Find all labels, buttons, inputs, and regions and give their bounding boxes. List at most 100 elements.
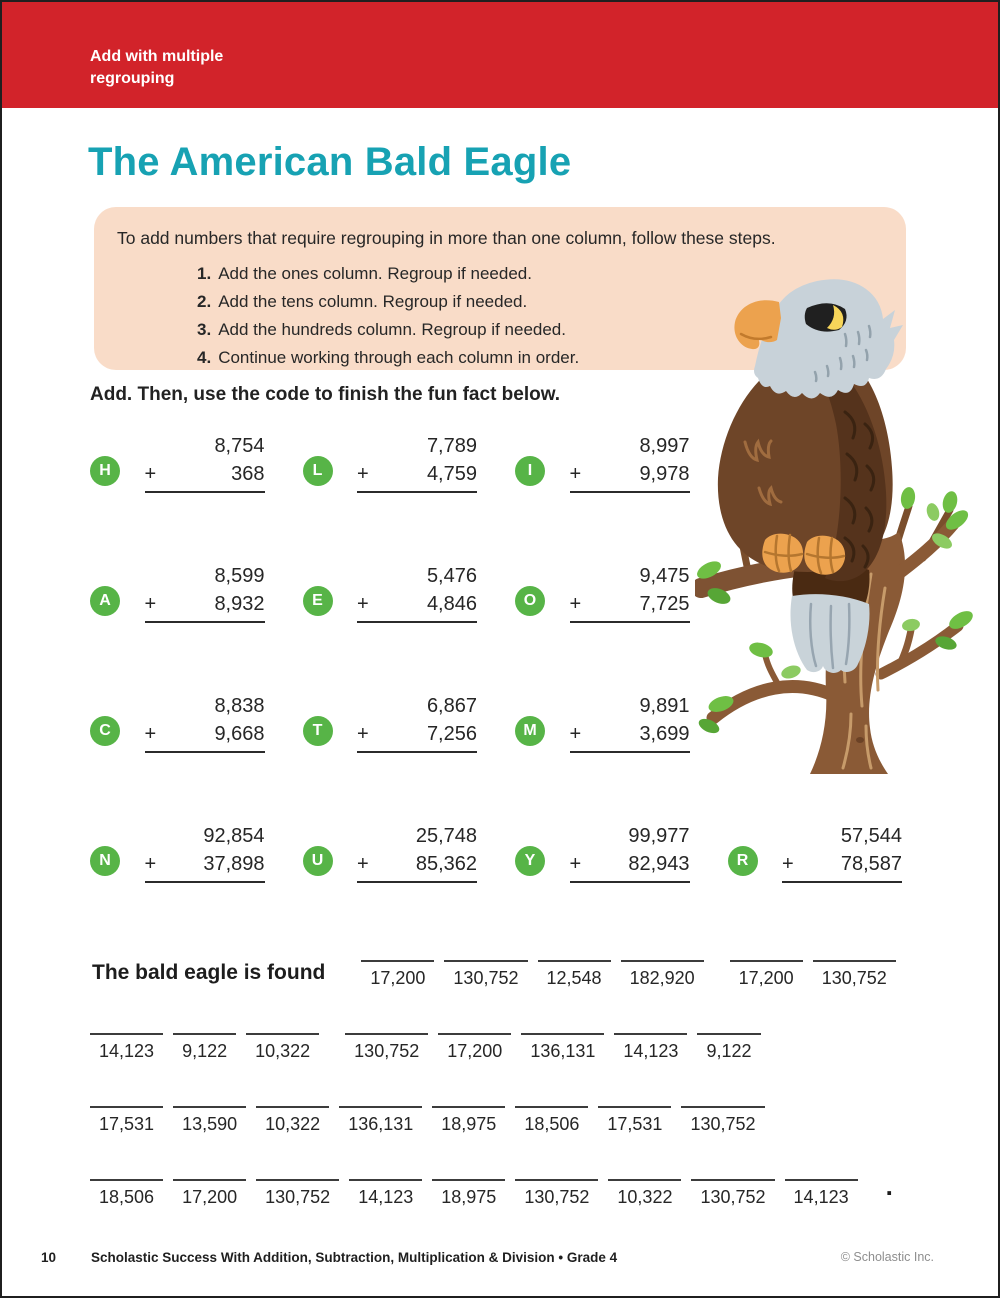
code-blank[interactable]: 14,123 — [614, 1033, 688, 1062]
addition-problem: 9,475 +7,725 — [569, 562, 690, 623]
plus-sign: + — [144, 593, 157, 615]
fact-line: 18,506 17,200 130,752 14,123 18,975 130,… — [90, 1173, 950, 1208]
addend-top: 8,838 — [214, 695, 265, 717]
code-blank[interactable]: 10,322 — [608, 1179, 682, 1208]
addition-problem: 8,754 +368 — [144, 432, 265, 493]
code-blank[interactable]: 130,752 — [515, 1179, 599, 1208]
addend-bottom: 7,725 — [639, 593, 690, 615]
code-blank[interactable]: 14,123 — [349, 1179, 423, 1208]
addend-top: 7,789 — [426, 435, 477, 457]
code-blank[interactable]: 17,531 — [90, 1106, 164, 1135]
code-letter-badge: T — [302, 716, 333, 746]
addition-problem: 99,977 +82,943 — [569, 822, 690, 883]
code-blank[interactable]: 17,200 — [729, 960, 803, 989]
code-letter-badge: E — [302, 586, 333, 616]
answer-space[interactable] — [570, 623, 690, 649]
steps-list: 1. Add the ones column. Regroup if needed… — [197, 260, 906, 372]
addition-problem: 25,748 +85,362 — [357, 822, 477, 883]
code-number: 18,975 — [441, 1187, 497, 1207]
code-word: 18,506 17,200 130,752 14,123 18,975 130,… — [90, 1179, 858, 1208]
code-number: 10,322 — [265, 1114, 321, 1134]
answer-space[interactable] — [145, 883, 265, 909]
code-blank[interactable]: 136,131 — [339, 1106, 423, 1135]
addition-problem: 8,997 +9,978 — [569, 432, 690, 493]
bald-eagle-illustration — [695, 279, 973, 774]
code-blank[interactable]: 18,975 — [432, 1179, 506, 1208]
code-blank[interactable]: 9,122 — [697, 1033, 761, 1062]
answer-space[interactable] — [782, 883, 902, 909]
code-blank[interactable]: 18,506 — [515, 1106, 589, 1135]
head-streaks — [813, 324, 872, 383]
code-blank[interactable]: 130,752 — [691, 1179, 775, 1208]
code-blank[interactable]: 182,920 — [620, 960, 704, 989]
addend-top: 8,997 — [639, 435, 690, 457]
code-blank[interactable]: 10,322 — [246, 1033, 320, 1062]
step-item: 4. Continue working through each column i… — [197, 344, 906, 372]
answer-space[interactable] — [570, 493, 690, 519]
answer-space[interactable] — [357, 623, 477, 649]
answer-space[interactable] — [357, 753, 477, 779]
code-word: 17,200 130,752 — [729, 960, 896, 989]
problem-row: H 8,754 +368 L 7,789 +4,759 I 8,997 +9,9… — [90, 432, 970, 562]
problem: R 57,544 +78,587 — [727, 822, 941, 909]
code-blank[interactable]: 17,200 — [438, 1033, 512, 1062]
step-number: 2. — [197, 292, 212, 311]
copyright-notice: © Scholastic Inc. — [840, 1250, 934, 1264]
code-blank[interactable]: 130,752 — [256, 1179, 340, 1208]
code-number: 136,131 — [348, 1114, 414, 1134]
addend-bottom: 3,699 — [639, 723, 690, 745]
code-blank[interactable]: 18,506 — [90, 1179, 164, 1208]
code-blank[interactable]: 17,200 — [361, 960, 435, 989]
addend-top: 9,475 — [639, 565, 690, 587]
answer-space[interactable] — [357, 883, 477, 909]
code-blank[interactable]: 136,131 — [521, 1033, 605, 1062]
talons — [762, 533, 846, 575]
page-footer: 10 Scholastic Success With Addition, Sub… — [2, 1250, 998, 1272]
step-number: 3. — [197, 320, 212, 339]
code-number: 10,322 — [617, 1187, 673, 1207]
plus-sign: + — [144, 853, 157, 875]
code-word: 130,752 17,200 136,131 14,123 9,122 — [345, 1033, 761, 1062]
step-item: 3. Add the hundreds column. Regroup if ne… — [197, 316, 906, 344]
problem: A 8,599 +8,932 — [90, 562, 303, 649]
breast-feathers — [743, 438, 783, 507]
fact-line: 14,123 9,122 10,322 130,752 17,200 136,1… — [90, 1033, 950, 1062]
code-letter-badge: O — [515, 586, 545, 616]
code-number: 136,131 — [530, 1041, 596, 1061]
answer-space[interactable] — [145, 493, 265, 519]
code-number: 17,200 — [447, 1041, 503, 1061]
code-blank[interactable]: 130,752 — [812, 960, 896, 989]
answer-space[interactable] — [570, 883, 690, 909]
addend-bottom: 82,943 — [628, 853, 690, 875]
step-text: Add the tens column. Regroup if needed. — [218, 292, 528, 311]
code-blank[interactable]: 14,123 — [784, 1179, 858, 1208]
answer-space[interactable] — [357, 493, 477, 519]
code-blank[interactable]: 130,752 — [444, 960, 528, 989]
code-blank[interactable]: 17,531 — [598, 1106, 672, 1135]
code-blank[interactable]: 14,123 — [90, 1033, 164, 1062]
code-number: 130,752 — [690, 1114, 756, 1134]
plus-sign: + — [782, 853, 794, 875]
answer-space[interactable] — [145, 623, 265, 649]
answer-space[interactable] — [570, 753, 690, 779]
answer-space[interactable] — [145, 753, 265, 779]
code-letter-badge: Y — [515, 846, 545, 876]
code-letter-badge: U — [302, 846, 333, 876]
code-blank[interactable]: 130,752 — [345, 1033, 429, 1062]
code-blank[interactable]: 10,322 — [256, 1106, 330, 1135]
code-letter-badge: A — [90, 586, 120, 616]
code-number: 130,752 — [821, 968, 887, 988]
leaf — [697, 561, 721, 579]
addend-bottom: 9,978 — [639, 463, 690, 485]
step-item: 2. Add the tens column. Regroup if needed… — [197, 288, 906, 316]
code-blank[interactable]: 12,548 — [537, 960, 611, 989]
code-blank[interactable]: 130,752 — [681, 1106, 765, 1135]
code-blank[interactable]: 9,122 — [173, 1033, 237, 1062]
addition-problem: 92,854 +37,898 — [144, 822, 265, 883]
code-blank[interactable]: 13,590 — [173, 1106, 247, 1135]
code-blank[interactable]: 17,200 — [173, 1179, 247, 1208]
code-blank[interactable]: 18,975 — [432, 1106, 506, 1135]
code-number: 130,752 — [700, 1187, 766, 1207]
problem: E 5,476 +4,846 — [302, 562, 516, 649]
addition-problem: 8,838 +9,668 — [144, 692, 265, 753]
